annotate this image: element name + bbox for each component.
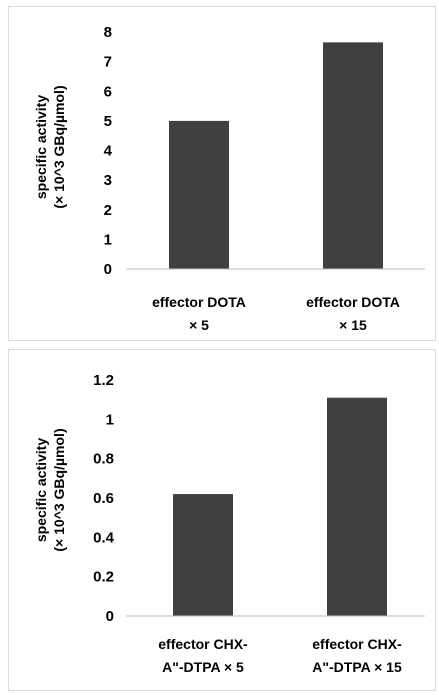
bar [327,397,387,616]
y-axis-title: specific activity [33,438,49,542]
y-tick-label: 1.2 [93,372,114,389]
y-tick-label: 3 [104,172,112,189]
bar-chart-dota: 0 1 2 3 4 5 6 7 8 effector DOTA × 5 effector DOTA × … [33,24,425,333]
chart-panel-dota: 0 1 2 3 4 5 6 7 8 effector DOTA × 5 effector DOTA × … [8,6,436,341]
bar-chart-chx-dtpa: 0 0.2 0.4 0.6 0.8 1 1.2 effector CHX- A"-DTPA × … [33,372,425,675]
y-axis-title: specific activity [33,95,49,199]
y-tick-label: 5 [104,113,112,130]
y-tick-label: 0.8 [93,451,114,468]
x-category-label: × 5 [189,317,209,333]
y-tick-label: 0 [106,608,114,625]
x-category-label: × 15 [339,317,367,333]
x-category-label: effector DOTA [152,294,246,310]
y-tick-label: 1 [104,231,112,248]
y-tick-label: 1 [106,411,114,428]
x-category-label: effector CHX- [158,636,248,652]
y-axis-title: (× 10^3 GBq/µmol) [51,85,67,208]
chart-panel-chx-dtpa: 0 0.2 0.4 0.6 0.8 1 1.2 effector CHX- A"-DTPA × … [8,349,436,691]
y-tick-label: 0.4 [93,529,115,546]
bar [169,120,229,269]
y-tick-label: 8 [104,24,112,41]
bar [173,494,233,616]
y-axis-title: (× 10^3 GBq/µmol) [51,428,67,551]
x-category-label: A"-DTPA × 5 [162,659,244,675]
y-tick-label: 0.6 [93,490,114,507]
y-tick-label: 0.2 [93,569,114,586]
y-tick-label: 7 [104,54,112,71]
y-tick-label: 6 [104,83,112,100]
x-category-label: effector CHX- [312,636,402,652]
x-category-label: effector DOTA [306,294,400,310]
x-category-label: A"-DTPA × 15 [312,659,402,675]
y-tick-label: 4 [104,143,113,160]
y-tick-label: 2 [104,202,112,219]
y-tick-label: 0 [104,261,112,278]
bar [323,42,383,270]
